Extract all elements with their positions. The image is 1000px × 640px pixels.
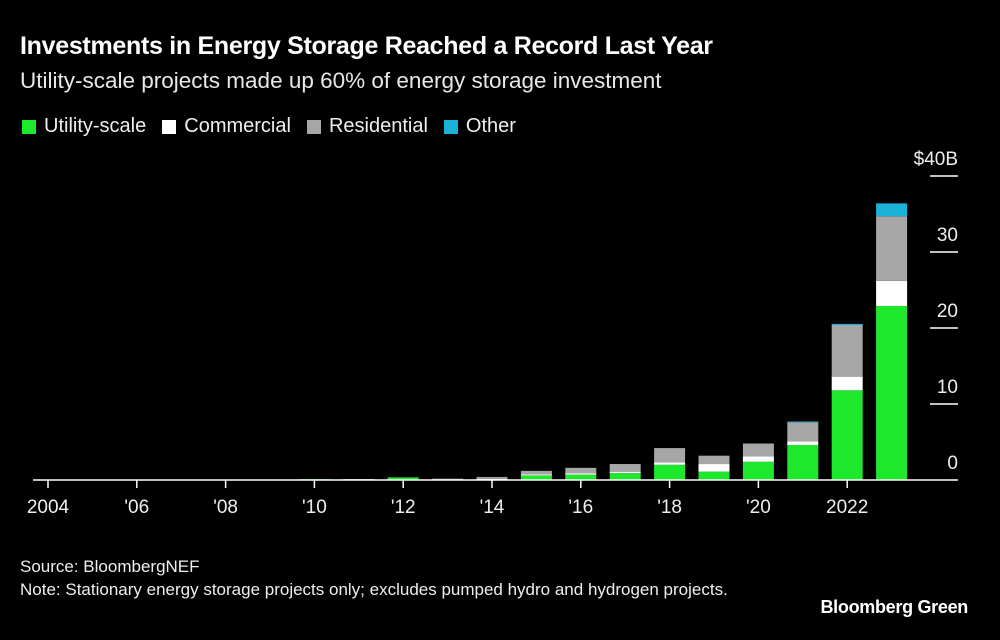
bar-utility-scale-2021: [787, 445, 819, 480]
bar-residential-2013: [432, 478, 464, 480]
legend-label: Commercial: [184, 115, 291, 137]
bar-commercial-2018: [654, 462, 686, 465]
bar-other-2022: [831, 323, 863, 325]
x-axis: 2004 '06 '08 '10 '12 '14 '16 '18 '20 2022: [27, 479, 958, 518]
y-axis: 0 10 20 30 $40B: [914, 149, 958, 474]
legend-swatch-other: [443, 119, 458, 134]
x-tick-label: '12: [391, 497, 416, 518]
legend-swatch-residential: [306, 119, 321, 134]
legend-swatch-commercial: [162, 119, 177, 134]
bar-commercial-2017: [609, 471, 641, 474]
bar-residential-2018: [654, 448, 686, 463]
bar-commercial-2023: [876, 280, 908, 306]
footer: Source: BloombergNEF Note: Stationary en…: [20, 555, 740, 601]
bar-commercial-2020: [742, 456, 774, 462]
bar-utility-scale-2017: [609, 473, 641, 480]
bar-utility-scale-2018: [654, 464, 686, 480]
bar-residential-2022: [831, 324, 863, 377]
bar-utility-scale-2019: [698, 471, 730, 480]
bar-residential-2016: [565, 467, 597, 474]
bar-residential-2017: [609, 464, 641, 472]
chart-subtitle: Utility-scale projects made up 60% of en…: [20, 68, 662, 93]
legend-item-residential: Residential: [306, 115, 428, 138]
x-tick-label: 2022: [826, 497, 868, 518]
bar-utility-scale-2016: [565, 474, 597, 480]
bar-commercial-2015: [520, 474, 552, 476]
x-tick-label: '16: [568, 497, 593, 518]
legend-item-utility-scale: Utility-scale: [22, 115, 146, 138]
brand-logo: Bloomberg Green: [820, 597, 968, 617]
legend-item-commercial: Commercial: [162, 115, 291, 138]
y-tick-label: 0: [947, 453, 958, 474]
bars-group: [298, 203, 908, 481]
bar-commercial-2016: [565, 473, 597, 475]
y-tick-label: 10: [937, 377, 958, 398]
footnote: Note: Stationary energy storage projects…: [20, 580, 728, 599]
legend-swatch-utility-scale: [22, 119, 36, 134]
bar-utility-scale-2012: [387, 477, 419, 480]
bar-commercial-2022: [831, 376, 863, 391]
x-tick-label: '10: [302, 497, 327, 518]
legend-label: Residential: [328, 115, 428, 137]
bar-residential-2015: [520, 470, 552, 475]
bar-other-2023: [876, 203, 908, 217]
legend-label: Utility-scale: [44, 115, 147, 137]
bar-residential-2021: [787, 422, 819, 442]
x-tick-label: 2004: [27, 497, 70, 518]
y-tick-label: $40B: [914, 149, 958, 170]
legend: Utility-scale Commercial Residential Oth…: [22, 115, 516, 138]
legend-item-other: Other: [443, 115, 516, 138]
x-tick-label: '18: [657, 497, 682, 518]
bar-other-2021: [787, 421, 819, 423]
bar-utility-scale-2015: [520, 475, 552, 480]
bar-residential-2014: [476, 476, 508, 479]
x-tick-label: '08: [213, 497, 238, 518]
x-tick-label: '14: [480, 497, 505, 518]
bar-utility-scale-2022: [831, 390, 863, 480]
bar-commercial-2019: [698, 464, 730, 472]
source-note: Source: BloombergNEF: [20, 557, 200, 576]
chart-title: Investments in Energy Storage Reached a …: [20, 32, 713, 60]
x-tick-label: '20: [746, 497, 771, 518]
y-tick-label: 30: [937, 225, 958, 246]
legend-label: Other: [465, 115, 516, 137]
bar-utility-scale-2020: [742, 461, 774, 480]
bar-residential-2019: [698, 455, 730, 465]
bar-commercial-2021: [787, 441, 819, 446]
bar-residential-2020: [742, 443, 774, 457]
bar-utility-scale-2023: [876, 305, 908, 480]
bar-residential-2023: [876, 216, 908, 281]
x-tick-label: '06: [124, 497, 149, 518]
y-tick-label: 20: [937, 301, 958, 322]
